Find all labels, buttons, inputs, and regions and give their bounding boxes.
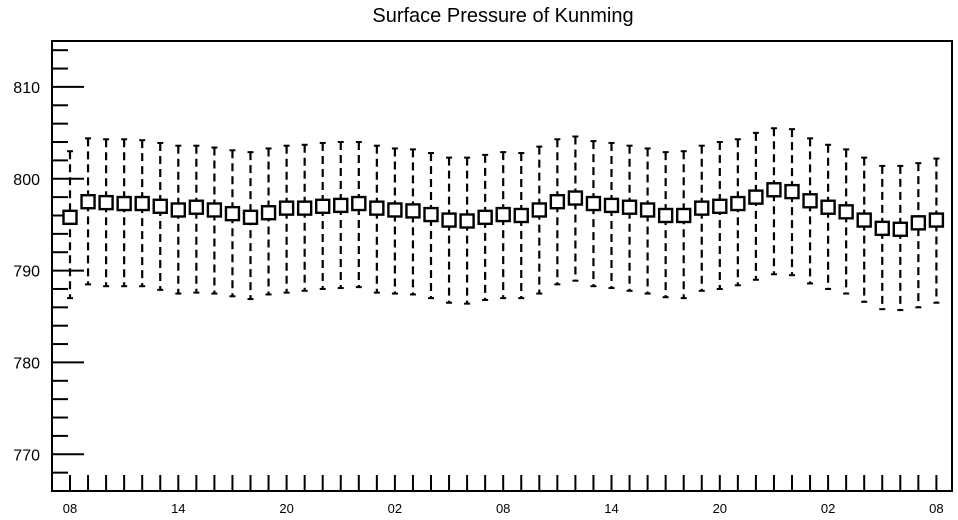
data-point-box (621, 199, 638, 215)
data-point-box (423, 206, 439, 223)
data-point-box (730, 195, 746, 212)
data-point-box (315, 198, 331, 215)
data-point-box (495, 206, 511, 223)
data-point-box (766, 182, 782, 198)
x-tick-label: 08 (63, 501, 77, 516)
data-point-box (98, 194, 114, 211)
data-point-box (369, 200, 385, 216)
x-tick-label: 08 (929, 501, 943, 516)
chart-title: Surface Pressure of Kunming (372, 5, 633, 27)
data-point-box (928, 212, 945, 228)
data-point-box (748, 189, 764, 205)
data-point-box (892, 221, 908, 237)
data-point-box (603, 197, 620, 214)
data-point-box (874, 220, 890, 237)
x-tick-label: 14 (604, 501, 618, 516)
data-point-box (531, 202, 547, 218)
x-tick-label: 08 (496, 501, 510, 516)
data-point-box (676, 207, 692, 224)
data-point-box (80, 194, 96, 210)
y-tick-label: 780 (13, 355, 40, 372)
data-point-box (333, 197, 349, 214)
x-tick-label: 02 (388, 501, 402, 516)
data-point-box (441, 212, 457, 228)
data-point-box (206, 202, 223, 218)
data-point-box (784, 183, 800, 200)
data-point-box (278, 200, 295, 216)
data-point-box (152, 198, 168, 215)
data-point-box (296, 200, 313, 216)
data-point-box (585, 195, 602, 212)
x-tick-label: 14 (171, 501, 185, 516)
data-point-box (351, 195, 367, 212)
data-point-box (657, 207, 674, 224)
data-point-box (712, 198, 728, 215)
data-point-box (62, 209, 78, 226)
data-point-box (477, 209, 493, 226)
data-point-box (513, 207, 529, 224)
data-point-box (134, 195, 150, 212)
data-point-box (567, 190, 584, 206)
axes-layer: 770 780 790 800 810 08 14 20 02 08 14 20 02 08 (13, 40, 953, 516)
data-point-box (242, 209, 259, 226)
data-point-box (387, 202, 403, 218)
y-tick-label: 770 (13, 447, 40, 464)
data-point-box (820, 199, 836, 215)
plot-frame (51, 40, 953, 492)
data-point-box (639, 202, 656, 218)
data-point-box (694, 200, 710, 216)
data-point-box (170, 202, 187, 218)
data-point-box (405, 203, 421, 219)
y-tick-label: 790 (13, 264, 40, 281)
x-tick-label: 20 (713, 501, 727, 516)
data-point-box (459, 213, 475, 229)
data-point-box (856, 212, 872, 228)
data-point-box (116, 195, 132, 212)
y-tick-label: 800 (13, 172, 40, 189)
x-tick-label: 02 (821, 501, 835, 516)
data-point-box (188, 199, 205, 215)
data-point-box (838, 204, 854, 220)
data-point-box (224, 205, 241, 222)
data-point-box (802, 193, 818, 209)
marks-layer (62, 127, 945, 312)
data-point-box (549, 194, 566, 210)
y-tick-label: 810 (13, 80, 40, 97)
data-point-box (260, 205, 277, 221)
data-point-box (910, 215, 927, 231)
x-tick-label: 20 (279, 501, 293, 516)
